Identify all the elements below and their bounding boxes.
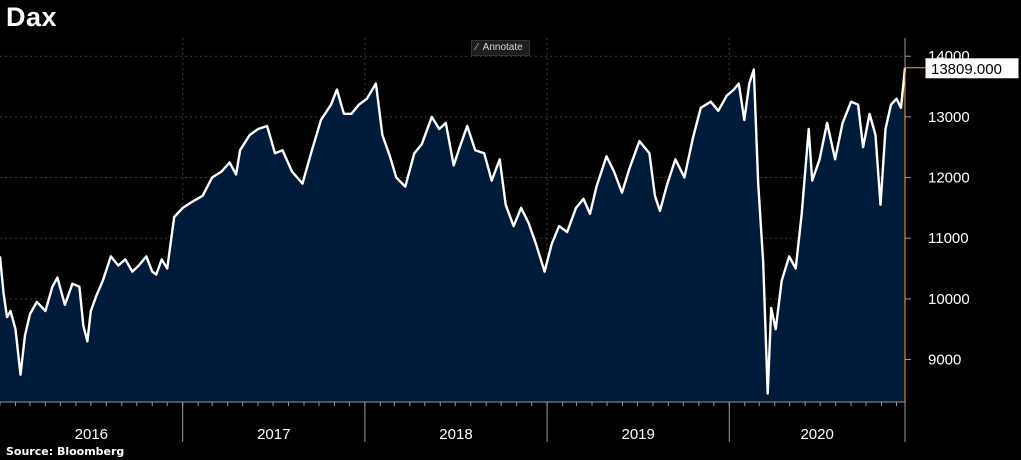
y-tick-label: 11000: [928, 230, 969, 247]
x-tick-label: 2020: [800, 426, 833, 443]
last-value-box: [925, 58, 1019, 79]
pen-icon: ∕: [476, 42, 478, 53]
source-note: Source: Bloomberg: [6, 445, 125, 458]
y-tick-label: 13000: [928, 109, 970, 126]
y-tick-label: 10000: [928, 291, 970, 308]
x-tick-label: 2019: [622, 426, 655, 443]
annotate-label: Annotate: [482, 42, 523, 53]
y-tick-label: 12000: [928, 170, 970, 187]
x-tick-label: 2016: [75, 426, 108, 443]
y-tick-label: 9000: [928, 352, 961, 369]
area-fill: [0, 67, 905, 403]
series-line: [0, 67, 907, 395]
annotate-button[interactable]: ∕ Annotate: [471, 40, 530, 56]
chart-title: Dax: [6, 2, 58, 32]
x-tick-label: 2017: [257, 426, 290, 443]
last-value-label: 13809.000: [931, 61, 1002, 78]
x-tick-label: 2018: [439, 426, 472, 443]
